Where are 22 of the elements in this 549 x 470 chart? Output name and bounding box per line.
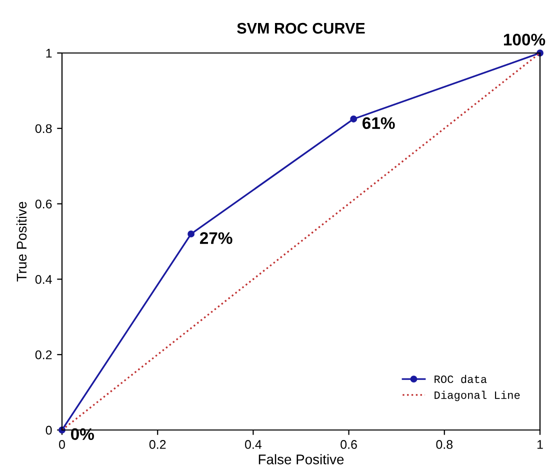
chart-title: SVM ROC CURVE — [237, 22, 365, 34]
x-tick-label: 0 — [59, 440, 65, 449]
x-tick-label: 0.8 — [436, 440, 453, 449]
annotation: 27% — [200, 232, 232, 244]
y-tick-label: 0.2 — [35, 350, 52, 360]
y-axis-title: True Positive — [16, 202, 27, 282]
x-tick-label: 0.6 — [340, 440, 357, 449]
point — [188, 230, 195, 238]
point — [350, 116, 358, 122]
x-tick-label: 1 — [537, 440, 543, 449]
legend-label: ROC data — [434, 374, 487, 384]
y-tick-label: 0 — [46, 426, 52, 435]
x-tick-label: 0.4 — [245, 440, 262, 449]
y-tick-label: 0.4 — [35, 275, 52, 284]
x-axis-title: False Positive — [258, 454, 344, 464]
y-tick-label: 0.6 — [35, 200, 52, 208]
legend-label: Diagonal Line — [434, 390, 520, 402]
y-tick-label: 0.8 — [35, 124, 52, 134]
x-tick-label: 0.2 — [149, 440, 166, 449]
annotation: 61% — [362, 117, 395, 130]
y-tick-label: 1 — [46, 48, 52, 58]
annotation: 100% — [504, 34, 546, 46]
